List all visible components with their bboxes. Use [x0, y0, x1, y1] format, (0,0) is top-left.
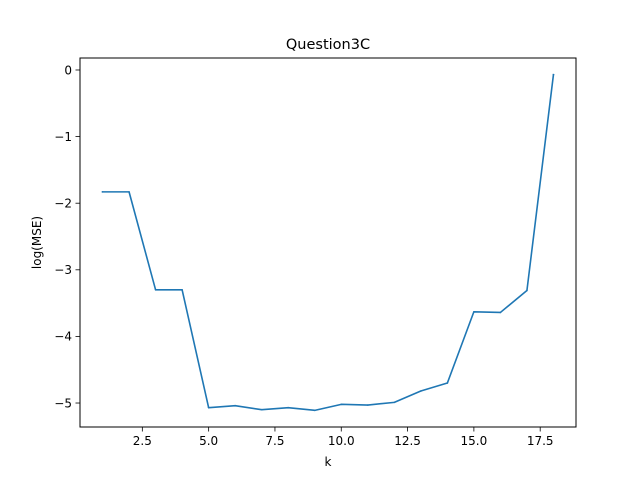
x-tick-label: 7.5	[265, 434, 284, 448]
data-point	[420, 390, 422, 392]
data-point	[181, 288, 183, 291]
y-axis-ticks: 0 −1 −2 −3 −4 −5	[54, 63, 80, 410]
y-tick-label: −1	[54, 130, 72, 144]
y-tick-label: −4	[54, 330, 72, 344]
data-point	[552, 73, 555, 76]
data-point	[128, 191, 130, 193]
data-point	[499, 311, 502, 314]
data-point	[154, 288, 157, 291]
data-point	[473, 310, 475, 313]
x-axis-ticks: 2.5 5.0 7.5 10.0 12.5 15.0 17.5	[133, 427, 554, 448]
data-point	[446, 382, 449, 384]
data-point	[287, 406, 290, 409]
x-tick-label: 12.5	[394, 434, 421, 448]
data-point	[260, 408, 263, 411]
y-axis-label: log(MSE)	[30, 216, 44, 269]
data-point	[366, 404, 369, 406]
y-tick-label: 0	[64, 63, 72, 77]
data-point	[340, 403, 343, 406]
series-layer	[101, 73, 555, 412]
data-point	[101, 191, 104, 193]
x-tick-label: 17.5	[527, 434, 554, 448]
x-tick-label: 2.5	[133, 434, 152, 448]
data-point	[207, 406, 210, 409]
data-point	[313, 409, 316, 412]
data-point	[234, 404, 236, 407]
axes-frame	[79, 57, 577, 428]
data-point	[526, 289, 528, 292]
series-line-0	[101, 73, 555, 412]
y-tick-label: −2	[54, 197, 72, 211]
y-tick-label: −3	[54, 263, 72, 277]
y-tick-label: −5	[54, 396, 72, 410]
chart-title: Question3C	[286, 37, 370, 53]
x-tick-label: 10.0	[328, 434, 355, 448]
x-tick-label: 5.0	[199, 434, 218, 448]
x-tick-label: 15.0	[461, 434, 488, 448]
data-point	[393, 401, 396, 404]
x-axis-label: k	[325, 455, 332, 469]
